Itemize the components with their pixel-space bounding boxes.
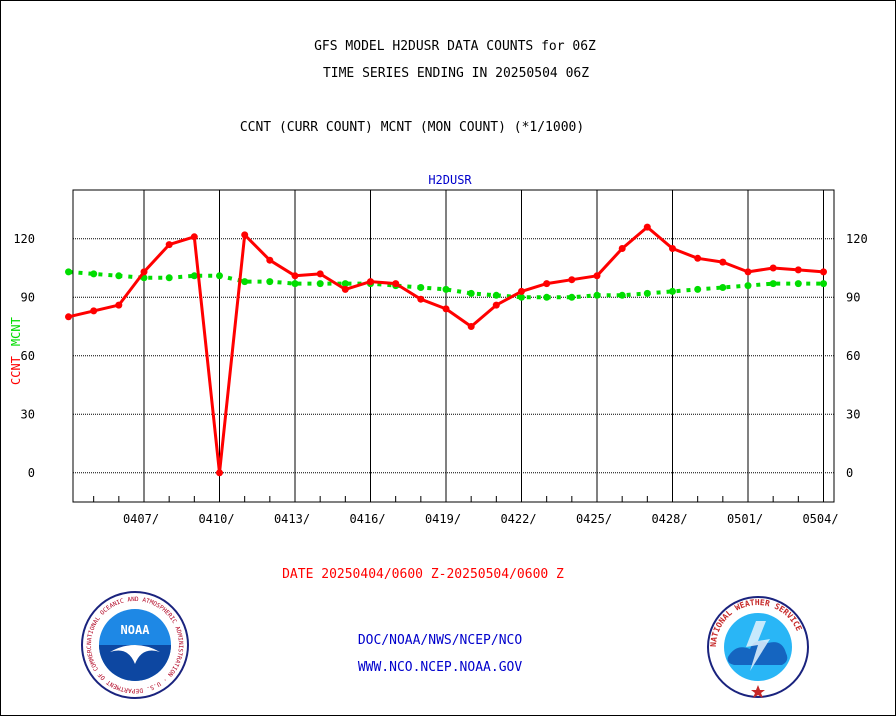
x-tick-label: 0410/ xyxy=(198,512,234,526)
nws-logo: NATIONAL WEATHER SERVICE xyxy=(707,596,809,698)
y-tick-label-right: 0 xyxy=(846,466,853,480)
data-point-ccnt xyxy=(543,280,551,288)
data-point-mcnt xyxy=(241,278,249,286)
data-point-ccnt xyxy=(820,268,827,276)
x-tick-label: 0419/ xyxy=(425,512,461,526)
data-point-mcnt xyxy=(165,274,173,282)
data-point-ccnt xyxy=(744,268,752,276)
data-point-ccnt xyxy=(341,285,349,293)
org-path-link[interactable]: DOC/NOAA/NWS/NCEP/NCO xyxy=(357,633,523,648)
y-tick-label-left: 120 xyxy=(13,232,35,246)
y-tick-label-left: 30 xyxy=(21,407,35,421)
x-tick-label: 0422/ xyxy=(500,512,536,526)
data-point-mcnt xyxy=(568,293,576,301)
data-point-ccnt xyxy=(140,268,148,276)
data-point-mcnt xyxy=(769,280,777,288)
data-point-ccnt xyxy=(316,270,324,278)
data-point-mcnt xyxy=(820,280,827,288)
data-point-mcnt xyxy=(190,272,198,280)
data-point-mcnt xyxy=(266,278,274,286)
data-point-ccnt xyxy=(65,313,72,321)
data-point-ccnt xyxy=(794,266,802,274)
y-tick-label-right: 120 xyxy=(846,232,868,246)
y-tick-label-right: 30 xyxy=(846,407,860,421)
x-tick-label: 0416/ xyxy=(349,512,385,526)
data-point-ccnt xyxy=(467,323,475,330)
data-point-ccnt xyxy=(719,258,727,266)
data-point-mcnt xyxy=(744,282,752,290)
y-tick-label-right: 60 xyxy=(846,349,860,363)
x-tick-label: 0504/ xyxy=(802,512,838,526)
data-point-mcnt xyxy=(417,284,425,291)
x-tick-label: 0501/ xyxy=(727,512,763,526)
website-link[interactable]: WWW.NCO.NCEP.NOAA.GOV xyxy=(357,660,523,675)
data-point-mcnt xyxy=(316,280,324,288)
data-point-mcnt xyxy=(442,285,450,293)
data-point-ccnt xyxy=(694,254,702,262)
data-point-ccnt xyxy=(392,280,400,288)
data-point-ccnt xyxy=(417,295,425,303)
data-point-mcnt xyxy=(492,291,500,299)
data-point-ccnt xyxy=(367,278,374,286)
y-axis-label-ccnt: CCNT xyxy=(9,356,23,385)
noaa-logo: NOAA NATIONAL OCEANIC AND ATMOSPHERIC AD… xyxy=(80,590,189,699)
data-point-mcnt xyxy=(794,280,802,288)
data-point-mcnt xyxy=(216,272,223,280)
data-point-mcnt xyxy=(643,289,651,297)
data-point-ccnt xyxy=(190,233,198,241)
data-point-ccnt xyxy=(291,272,299,280)
y-axis-label: CCNT MCNT xyxy=(9,317,23,385)
x-tick-label: 0413/ xyxy=(274,512,310,526)
data-point-mcnt xyxy=(467,289,475,297)
data-point-mcnt xyxy=(543,293,551,301)
data-point-ccnt xyxy=(669,245,676,252)
y-tick-label-left: 90 xyxy=(21,290,35,304)
data-point-ccnt xyxy=(90,307,98,315)
data-point-mcnt xyxy=(618,291,626,299)
data-point-mcnt xyxy=(90,270,98,278)
data-point-mcnt xyxy=(518,293,525,301)
data-point-ccnt xyxy=(769,264,777,272)
data-point-mcnt xyxy=(669,287,676,295)
data-point-mcnt xyxy=(115,272,123,280)
series-title: H2DUSR xyxy=(428,173,472,187)
data-point-ccnt xyxy=(442,305,450,313)
data-point-ccnt xyxy=(216,469,223,477)
y-tick-label-left: 60 xyxy=(21,349,35,363)
x-tick-label: 0407/ xyxy=(123,512,159,526)
data-point-ccnt xyxy=(241,231,249,239)
data-point-mcnt xyxy=(341,280,349,288)
data-point-ccnt xyxy=(568,276,576,284)
noaa-logo-text: NOAA xyxy=(121,623,151,637)
data-point-mcnt xyxy=(694,285,702,293)
data-point-mcnt xyxy=(291,280,299,288)
chart-title: GFS MODEL H2DUSR DATA COUNTS for 06Z xyxy=(314,39,596,54)
data-point-ccnt xyxy=(266,256,274,264)
data-point-ccnt xyxy=(593,272,601,280)
data-point-ccnt xyxy=(165,241,173,249)
data-point-ccnt xyxy=(643,223,651,231)
chart-subtitle-legend: CCNT (CURR COUNT) MCNT (MON COUNT) (*1/1… xyxy=(239,120,585,135)
x-tick-label: 0425/ xyxy=(576,512,612,526)
data-point-ccnt xyxy=(518,287,525,295)
plot-area-border xyxy=(72,189,835,503)
data-point-mcnt xyxy=(719,284,727,291)
data-point-mcnt xyxy=(65,268,72,276)
date-range-label: DATE 20250404/0600 Z-20250504/0600 Z xyxy=(282,567,564,582)
data-point-ccnt xyxy=(618,245,626,252)
data-point-ccnt xyxy=(115,301,123,309)
data-point-mcnt xyxy=(593,291,601,299)
y-axis-label-mcnt: MCNT xyxy=(9,317,23,346)
y-tick-label-right: 90 xyxy=(846,290,860,304)
data-point-ccnt xyxy=(492,301,500,309)
chart-subtitle-time-series: TIME SERIES ENDING IN 20250504 06Z xyxy=(322,66,590,81)
x-tick-label: 0428/ xyxy=(651,512,687,526)
y-tick-label-left: 0 xyxy=(28,466,35,480)
